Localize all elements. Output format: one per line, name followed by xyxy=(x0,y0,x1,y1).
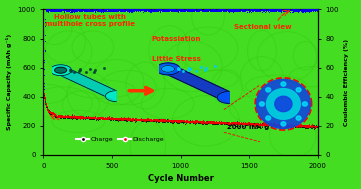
Polygon shape xyxy=(266,89,300,119)
Y-axis label: Coulombic Efficiency (%): Coulombic Efficiency (%) xyxy=(344,39,349,126)
X-axis label: Cycle Number: Cycle Number xyxy=(148,174,213,183)
Polygon shape xyxy=(50,65,71,76)
Polygon shape xyxy=(156,63,180,75)
Text: Little Stress: Little Stress xyxy=(152,56,201,62)
Polygon shape xyxy=(55,67,66,73)
Text: Hollow tubes with
multihole cross profile: Hollow tubes with multihole cross profil… xyxy=(45,14,135,27)
Polygon shape xyxy=(296,88,301,92)
Text: Sectional view: Sectional view xyxy=(234,24,292,30)
Polygon shape xyxy=(161,66,174,72)
Text: 2000 mA g⁻¹: 2000 mA g⁻¹ xyxy=(227,123,277,130)
Polygon shape xyxy=(260,102,264,106)
Text: Potassiation: Potassiation xyxy=(152,36,201,42)
Polygon shape xyxy=(256,79,310,129)
Polygon shape xyxy=(105,91,116,101)
Polygon shape xyxy=(281,122,286,126)
Polygon shape xyxy=(266,116,271,120)
Polygon shape xyxy=(303,102,307,106)
Legend: Charge, Discharge: Charge, Discharge xyxy=(74,134,167,145)
Polygon shape xyxy=(61,65,116,101)
Polygon shape xyxy=(281,82,286,86)
Polygon shape xyxy=(168,63,229,103)
Polygon shape xyxy=(217,91,229,103)
Y-axis label: Specific Capacity (mAh g⁻¹): Specific Capacity (mAh g⁻¹) xyxy=(6,34,12,130)
Polygon shape xyxy=(266,88,271,92)
Polygon shape xyxy=(275,96,292,112)
Polygon shape xyxy=(296,116,301,120)
